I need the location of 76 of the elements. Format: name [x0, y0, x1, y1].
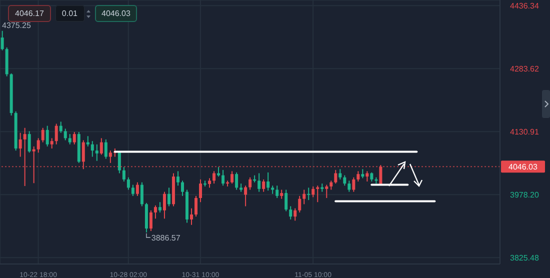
candlestick — [167, 187, 170, 207]
candlestick — [235, 172, 238, 190]
candlestick — [244, 185, 248, 207]
candlestick — [312, 186, 315, 198]
candlestick — [194, 195, 198, 218]
candlestick — [222, 169, 225, 186]
candlestick — [262, 178, 266, 192]
candlestick — [343, 174, 346, 186]
candlestick — [190, 208, 193, 226]
candlestick — [154, 204, 157, 220]
candlestick — [59, 121, 62, 134]
candlestick — [162, 191, 166, 220]
candlestick — [95, 144, 98, 162]
candlestick — [348, 180, 351, 192]
candlestick — [248, 176, 252, 190]
candlestick — [230, 170, 234, 184]
annotation: 3886.57 — [151, 233, 181, 242]
candlestick — [158, 202, 162, 213]
candlestick — [258, 172, 261, 192]
ref-line-label: 4046.03 — [508, 162, 538, 172]
candlestick — [54, 123, 58, 145]
candlestick — [86, 136, 90, 147]
y-tick-label: 4283.62 — [510, 64, 540, 74]
candlestick — [289, 206, 292, 220]
candlestick — [136, 182, 139, 196]
candlestick — [64, 128, 67, 141]
candlestick — [366, 170, 369, 182]
candlestick — [338, 168, 342, 180]
candlestick — [302, 189, 306, 205]
candlestick — [72, 132, 76, 145]
candlestick — [36, 138, 40, 154]
candlestick — [18, 132, 22, 158]
candlestick — [0, 30, 4, 51]
candlestick — [50, 138, 54, 149]
candlestick — [352, 176, 356, 192]
candlestick — [298, 195, 302, 213]
candlestick — [90, 140, 94, 158]
annotation: 4046.17 — [8, 5, 51, 22]
candlestick — [330, 180, 333, 190]
y-tick-label: 3978.20 — [510, 190, 540, 200]
candlestick — [176, 170, 180, 186]
candlestick — [46, 125, 49, 147]
candlestick — [149, 210, 152, 232]
candlestick — [294, 208, 297, 222]
annotation: 4046.03 — [94, 5, 138, 22]
candlestick — [140, 182, 144, 207]
annotation: 0.01 — [54, 5, 84, 22]
candlestick — [334, 169, 338, 184]
y-tick-label: 4130.91 — [510, 128, 540, 137]
candlestick — [68, 134, 72, 145]
candlestick — [108, 150, 112, 164]
annotation: 4375.25 — [2, 20, 32, 30]
candlestick — [122, 166, 126, 182]
candlestick — [356, 170, 360, 182]
candlestick — [126, 176, 130, 190]
candlestick — [208, 178, 212, 188]
candlestick — [276, 185, 279, 198]
candlestick — [41, 127, 44, 143]
candlestick — [199, 178, 202, 203]
candlestick — [266, 172, 270, 192]
candlestick — [131, 184, 134, 196]
candlestick — [361, 168, 364, 179]
candlestick — [316, 185, 320, 203]
candlestick — [104, 138, 108, 160]
y-tick-label: 4436.34 — [510, 2, 540, 11]
candlestick — [217, 166, 220, 178]
candlestick — [284, 189, 288, 212]
y-tick-label: 3825.48 — [510, 254, 540, 263]
candlestick — [307, 187, 310, 201]
candlestick — [370, 172, 374, 182]
candlestick — [325, 184, 328, 198]
candlestick — [28, 130, 31, 154]
candlestick — [100, 138, 103, 156]
candlestick — [180, 180, 184, 196]
candlestick — [280, 189, 284, 200]
candlestick — [212, 170, 216, 184]
